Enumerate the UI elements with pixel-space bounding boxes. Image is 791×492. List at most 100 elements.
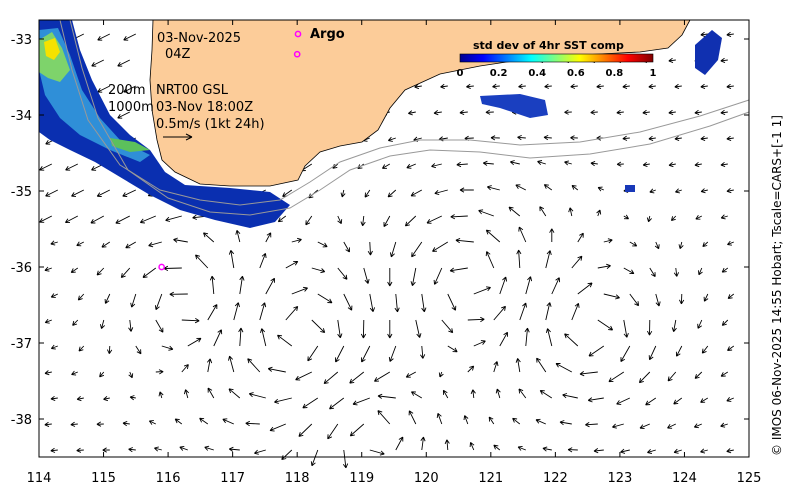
argo-float-marker bbox=[293, 50, 301, 58]
contour-200m bbox=[59, 19, 750, 206]
current-vector bbox=[123, 33, 136, 41]
current-vector bbox=[291, 237, 302, 243]
current-vector bbox=[447, 345, 458, 353]
current-vector bbox=[78, 345, 85, 352]
current-vector bbox=[539, 390, 553, 399]
current-vector bbox=[645, 397, 657, 406]
current-vector bbox=[96, 267, 105, 276]
current-vector bbox=[515, 184, 527, 191]
x-tick-label: 125 bbox=[737, 471, 762, 486]
current-vector bbox=[571, 302, 580, 321]
current-vector bbox=[647, 448, 656, 454]
current-vector bbox=[374, 371, 391, 382]
current-vector bbox=[50, 293, 58, 298]
current-vector bbox=[96, 421, 104, 427]
current-vector bbox=[564, 160, 572, 166]
current-vector bbox=[694, 371, 703, 379]
current-vector bbox=[421, 293, 427, 313]
current-vector bbox=[463, 415, 469, 425]
current-vector bbox=[165, 215, 182, 222]
current-vector bbox=[655, 293, 661, 307]
current-vector bbox=[117, 111, 130, 119]
x-tick-label: 124 bbox=[672, 471, 697, 486]
current-vector bbox=[518, 226, 527, 243]
current-vector bbox=[459, 109, 468, 116]
colorbar-title: std dev of 4hr SST comp bbox=[473, 39, 624, 52]
current-vector bbox=[394, 293, 400, 313]
current-vector bbox=[387, 136, 396, 142]
current-vector bbox=[90, 215, 105, 224]
current-vector bbox=[537, 160, 546, 166]
current-vector bbox=[295, 371, 312, 381]
current-vector bbox=[579, 371, 598, 377]
current-vector bbox=[616, 109, 624, 115]
current-vector bbox=[492, 83, 500, 89]
x-tick-label: 114 bbox=[27, 471, 52, 486]
current-vector bbox=[179, 445, 188, 451]
current-vector bbox=[70, 421, 78, 427]
current-vector bbox=[482, 160, 494, 166]
current-vector bbox=[239, 275, 245, 295]
current-vector bbox=[44, 266, 52, 272]
current-vector bbox=[570, 83, 578, 89]
current-vector bbox=[620, 345, 631, 362]
current-vector bbox=[377, 410, 391, 425]
current-vector bbox=[516, 249, 522, 269]
current-vector bbox=[44, 370, 52, 376]
x-tick-label: 121 bbox=[478, 471, 503, 486]
current-vector bbox=[542, 446, 552, 452]
current-vector bbox=[50, 395, 58, 402]
current-vector bbox=[128, 447, 136, 453]
current-vector bbox=[442, 389, 449, 399]
current-vector bbox=[154, 293, 163, 311]
map-time: 04Z bbox=[165, 47, 191, 62]
current-vector bbox=[387, 268, 393, 287]
current-vector bbox=[327, 423, 339, 440]
current-vector bbox=[377, 393, 396, 399]
current-vector bbox=[207, 304, 218, 321]
sst-patch-hot bbox=[44, 38, 60, 60]
current-vector bbox=[642, 161, 650, 168]
current-vector bbox=[420, 345, 426, 359]
current-vector bbox=[671, 319, 677, 332]
current-vector bbox=[414, 83, 422, 90]
current-vector bbox=[415, 319, 422, 338]
current-vector bbox=[473, 286, 491, 295]
current-vector bbox=[675, 345, 683, 357]
colorbar-tick-label: 0 bbox=[457, 68, 464, 79]
current-vector bbox=[700, 31, 708, 38]
current-vector bbox=[603, 238, 613, 244]
current-vector bbox=[433, 110, 442, 116]
current-vector bbox=[360, 215, 366, 227]
current-vector bbox=[361, 345, 371, 363]
current-vector bbox=[329, 397, 345, 410]
current-vector bbox=[536, 357, 547, 373]
current-vector bbox=[490, 135, 500, 141]
current-vector bbox=[142, 267, 157, 278]
colorbar-ticks: 0 0.2 0.4 0.6 0.8 1 bbox=[457, 68, 657, 79]
current-vector bbox=[395, 436, 404, 451]
current-vector bbox=[408, 410, 417, 425]
current-vector bbox=[420, 436, 426, 451]
current-vector bbox=[187, 337, 202, 347]
current-vector bbox=[623, 214, 629, 220]
australia-landmass bbox=[149, 19, 691, 187]
current-vector bbox=[285, 260, 299, 269]
current-vector bbox=[726, 397, 734, 402]
current-vector bbox=[488, 416, 495, 425]
current-vector bbox=[597, 319, 614, 331]
current-vector bbox=[720, 422, 728, 428]
current-vector bbox=[588, 345, 605, 357]
argo-floats bbox=[158, 50, 301, 271]
current-vector bbox=[727, 240, 734, 246]
current-vector bbox=[597, 186, 604, 192]
current-vector bbox=[673, 448, 682, 454]
current-vector bbox=[363, 267, 370, 284]
current-vector bbox=[259, 302, 267, 321]
current-vector bbox=[499, 276, 508, 295]
current-vector bbox=[181, 364, 189, 373]
current-vector bbox=[76, 447, 84, 453]
current-vector bbox=[91, 59, 104, 67]
current-vector bbox=[77, 293, 85, 301]
current-vector bbox=[726, 448, 734, 454]
